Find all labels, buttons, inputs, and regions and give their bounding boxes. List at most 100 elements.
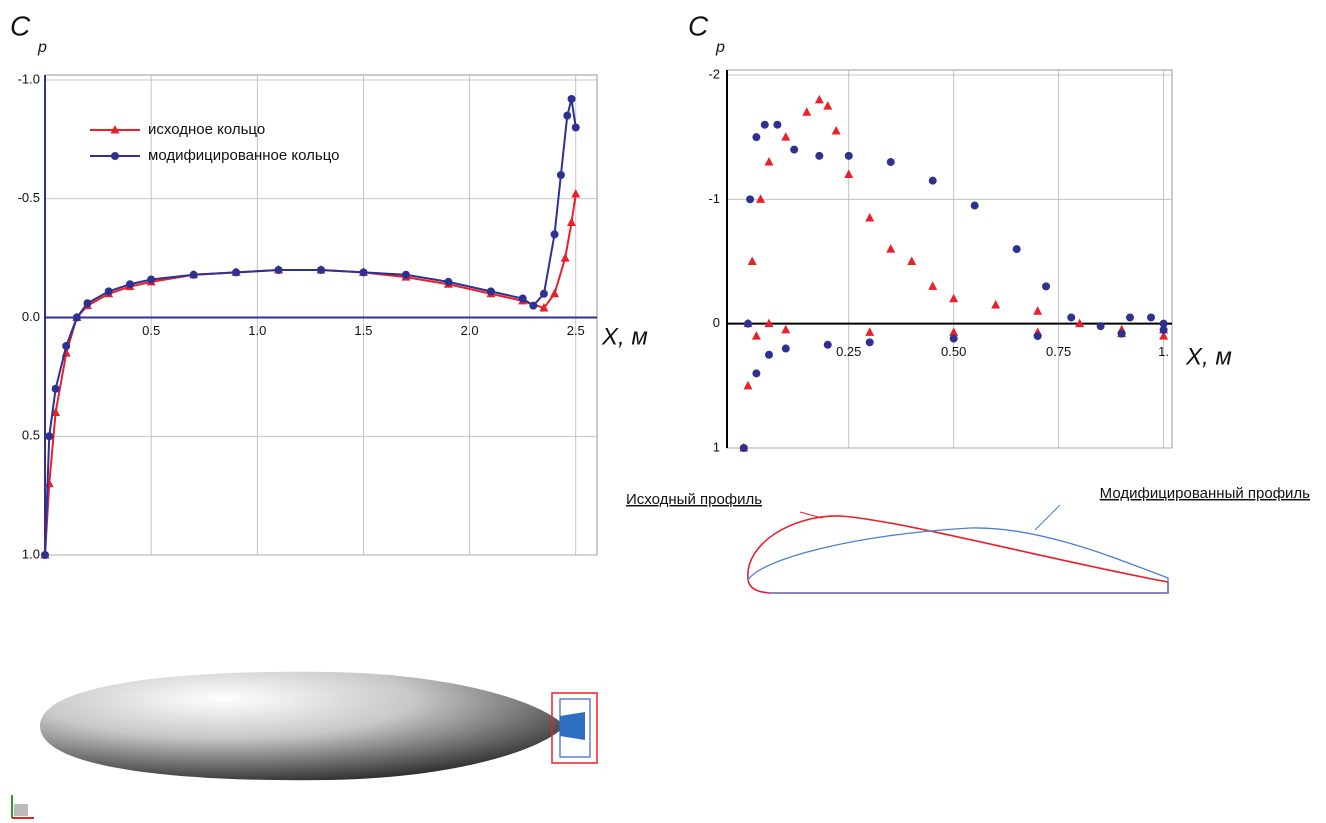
point [72, 313, 81, 322]
point [317, 266, 325, 274]
x-tick-label: 1.0 [248, 323, 266, 338]
point [747, 256, 757, 265]
point [560, 253, 570, 262]
point [991, 300, 1001, 309]
point [743, 380, 753, 390]
point [907, 256, 917, 265]
point [51, 407, 61, 416]
legend-label: исходное кольцо [148, 121, 265, 138]
profile-drawing [747, 504, 1169, 594]
point [844, 169, 854, 178]
point [886, 244, 896, 253]
y-axis-label-sub: p [37, 39, 47, 56]
point [928, 281, 938, 290]
point [567, 217, 577, 226]
point [814, 94, 824, 104]
point [831, 125, 841, 135]
point [949, 334, 958, 343]
point [865, 338, 874, 347]
point [823, 340, 832, 349]
point [802, 107, 812, 116]
point [1147, 313, 1156, 322]
profile-label: Исходный профиль [626, 491, 762, 508]
point [739, 444, 748, 452]
point [359, 268, 368, 277]
point [45, 432, 54, 441]
hull-render [40, 671, 598, 781]
point [147, 275, 156, 284]
point [886, 158, 895, 167]
x-tick-label: 0.75 [1046, 344, 1071, 359]
point [743, 319, 752, 328]
point [928, 176, 937, 185]
point [571, 189, 581, 198]
point [556, 171, 565, 179]
y-tick-label: 1 [713, 439, 720, 454]
profile-label: Модифицированный профиль [1100, 485, 1311, 502]
x-tick-label: 2.5 [567, 323, 585, 338]
point [571, 123, 580, 132]
point [970, 201, 979, 210]
point [1117, 329, 1126, 338]
point [486, 287, 495, 296]
point [773, 120, 782, 129]
point [1067, 313, 1076, 322]
point [83, 299, 92, 308]
point [1033, 332, 1042, 341]
point [781, 132, 791, 141]
point [1159, 325, 1168, 334]
point [781, 324, 791, 334]
y-tick-label: -1 [708, 191, 720, 206]
point [764, 318, 774, 328]
point [51, 384, 60, 393]
y-tick-label: 1.0 [22, 546, 40, 561]
y-axis-label-sub: p [715, 39, 725, 56]
legend-marker [111, 152, 119, 160]
point [550, 288, 560, 298]
point [563, 111, 572, 120]
x-axis-label: X, м [1185, 343, 1232, 370]
point [567, 95, 576, 103]
point [1159, 331, 1169, 340]
point [518, 294, 527, 303]
y-tick-label: -1.0 [18, 71, 40, 86]
legend-label: модифицированное кольцо [148, 147, 339, 164]
point [823, 101, 833, 110]
y-tick-label: -2 [708, 66, 720, 81]
point [125, 280, 134, 289]
point [752, 369, 761, 378]
point [760, 120, 769, 129]
point [949, 327, 959, 336]
legend-marker [110, 125, 120, 134]
point [756, 194, 766, 203]
x-tick-label: 0.5 [142, 323, 160, 338]
y-tick-label: 0.5 [22, 428, 40, 443]
x-tick-label: 1. [1158, 344, 1169, 359]
point [1096, 322, 1105, 331]
x-tick-label: 0.50 [941, 344, 966, 359]
x-tick-label: 1.5 [354, 323, 372, 338]
point [1033, 306, 1043, 315]
point [764, 350, 773, 359]
x-tick-label: 2.0 [461, 323, 479, 338]
point [529, 301, 538, 310]
point [539, 303, 549, 312]
x-axis-label: X, м [601, 323, 648, 350]
point [232, 268, 241, 277]
point [781, 344, 790, 353]
point [1042, 282, 1051, 291]
point [790, 145, 799, 154]
point [865, 327, 875, 336]
point [401, 270, 410, 279]
point [539, 289, 548, 298]
point [444, 277, 453, 286]
point [752, 133, 761, 142]
point [550, 230, 559, 239]
point [844, 151, 853, 160]
y-axis-label: C [10, 10, 31, 41]
point [949, 293, 959, 303]
x-tick-label: 0.25 [836, 344, 861, 359]
point [815, 151, 824, 160]
point [1075, 318, 1085, 328]
